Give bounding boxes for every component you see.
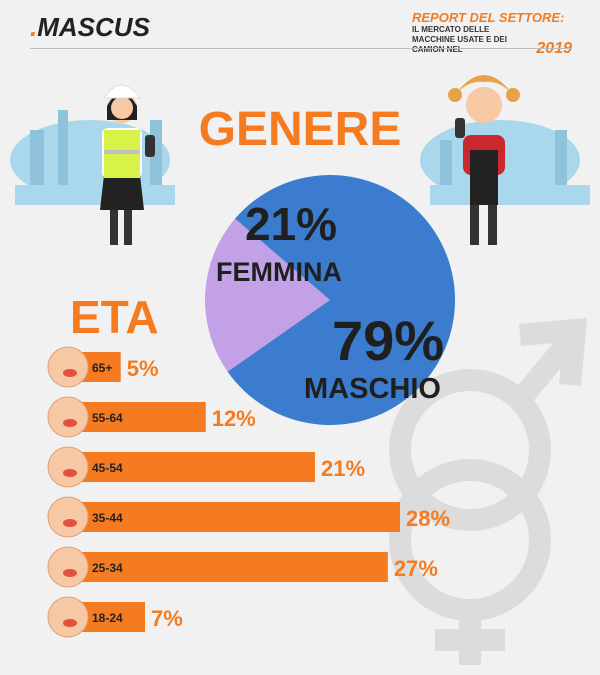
gender-title: GENERE — [199, 103, 402, 156]
age-category-label: 18-24 — [92, 611, 123, 625]
age-bar-25-34 — [60, 552, 388, 582]
face-icon — [47, 346, 89, 388]
gender-pie — [205, 174, 455, 425]
age-bar-35-44 — [60, 502, 400, 532]
pie-slice-maschio — [227, 174, 455, 425]
age-bars: 65+ 5% 55-64 12% 45-54 21% 35-44 28% 25-34 27% 18-… — [47, 346, 450, 638]
male-label: MASCHIO — [304, 373, 441, 405]
header: .MASCUS REPORT DEL SETTORE: IL MERCATO D… — [0, 0, 600, 60]
face-icon — [47, 546, 89, 588]
age-bar-45-54 — [60, 452, 315, 482]
pie-slice-femmina — [205, 218, 330, 372]
age-category-label: 65+ — [92, 361, 112, 375]
female-percent-label: 21% — [245, 198, 337, 250]
female-label: FEMMINA — [216, 257, 342, 287]
male-percent-label: 79% — [332, 309, 444, 372]
face-icon — [47, 596, 89, 638]
age-value-label: 12% — [212, 406, 256, 431]
header-divider — [30, 48, 572, 49]
report-title: REPORT DEL SETTORE: — [412, 10, 565, 25]
age-value-label: 7% — [151, 606, 183, 631]
face-icon — [47, 496, 89, 538]
woman-worker-illustration — [10, 84, 175, 245]
report-subtitle: IL MERCATO DELLE MACCHINE USATE E DEI CA… — [412, 25, 507, 54]
mascus-logo[interactable]: .MASCUS — [30, 12, 150, 42]
old-man-illustration — [420, 75, 590, 245]
gender-symbol-watermark — [389, 317, 588, 665]
age-category-label: 45-54 — [92, 461, 123, 475]
face-icon — [47, 396, 89, 438]
age-value-label: 21% — [321, 456, 365, 481]
age-category-label: 55-64 — [92, 411, 123, 425]
face-icon — [47, 446, 89, 488]
age-value-label: 28% — [406, 506, 450, 531]
age-category-label: 35-44 — [92, 511, 123, 525]
age-title: ETA — [70, 291, 159, 343]
age-value-label: 5% — [127, 356, 159, 381]
age-value-label: 27% — [394, 556, 438, 581]
age-category-label: 25-34 — [92, 561, 123, 575]
